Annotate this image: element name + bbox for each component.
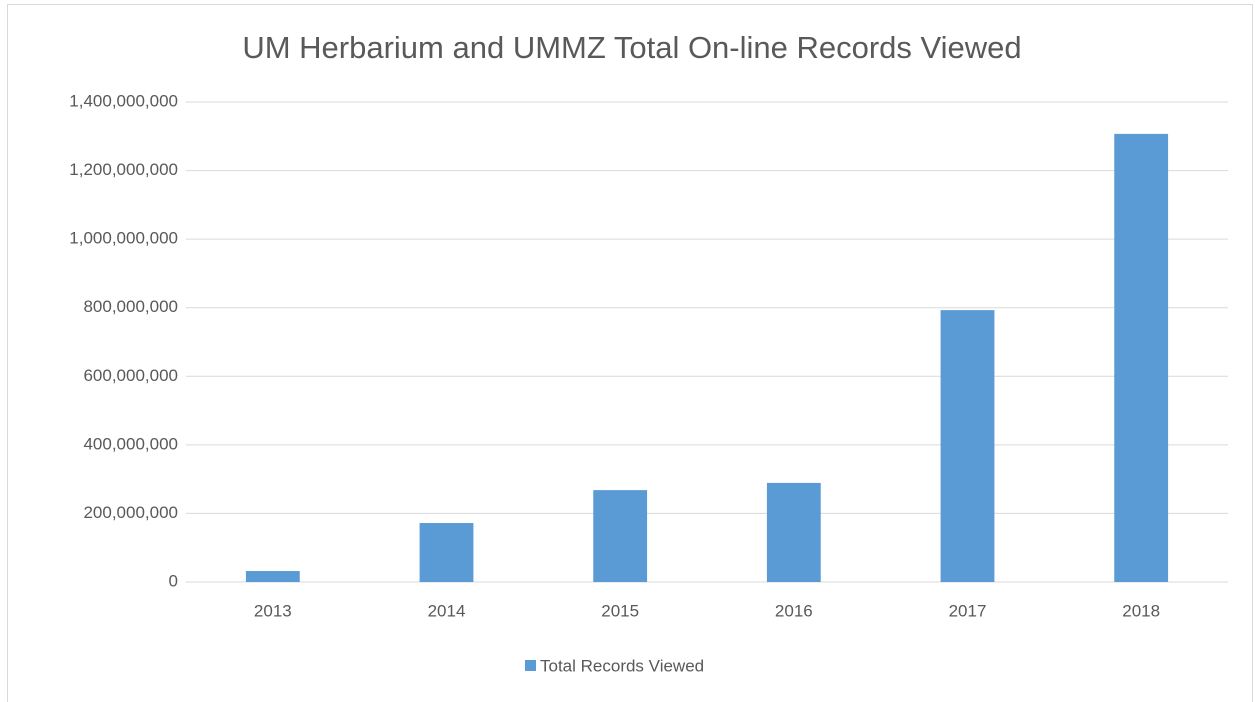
- x-tick-label: 2018: [1122, 601, 1160, 620]
- y-tick-label: 600,000,000: [83, 366, 178, 385]
- x-tick-label: 2016: [775, 601, 813, 620]
- x-tick-label: 2015: [601, 601, 639, 620]
- bar: [766, 482, 821, 582]
- bar: [593, 490, 648, 582]
- x-tick-label: 2013: [254, 601, 292, 620]
- bar: [419, 523, 474, 582]
- chart-title: UM Herbarium and UMMZ Total On-line Reco…: [242, 30, 1021, 65]
- x-tick-label: 2017: [949, 601, 987, 620]
- y-tick-label: 1,200,000,000: [69, 160, 178, 179]
- legend-label: Total Records Viewed: [540, 656, 704, 675]
- y-tick-label: 1,000,000,000: [69, 229, 178, 248]
- y-tick-label: 1,400,000,000: [69, 91, 178, 110]
- y-tick-label: 400,000,000: [83, 434, 178, 453]
- bar: [245, 571, 300, 582]
- legend-swatch: [525, 660, 536, 671]
- chart-border: [7, 4, 1253, 702]
- y-tick-label: 0: [169, 571, 178, 590]
- x-tick-label: 2014: [428, 601, 466, 620]
- bar: [1114, 133, 1169, 582]
- bar: [940, 310, 995, 582]
- y-tick-label: 200,000,000: [83, 503, 178, 522]
- y-tick-label: 800,000,000: [83, 297, 178, 316]
